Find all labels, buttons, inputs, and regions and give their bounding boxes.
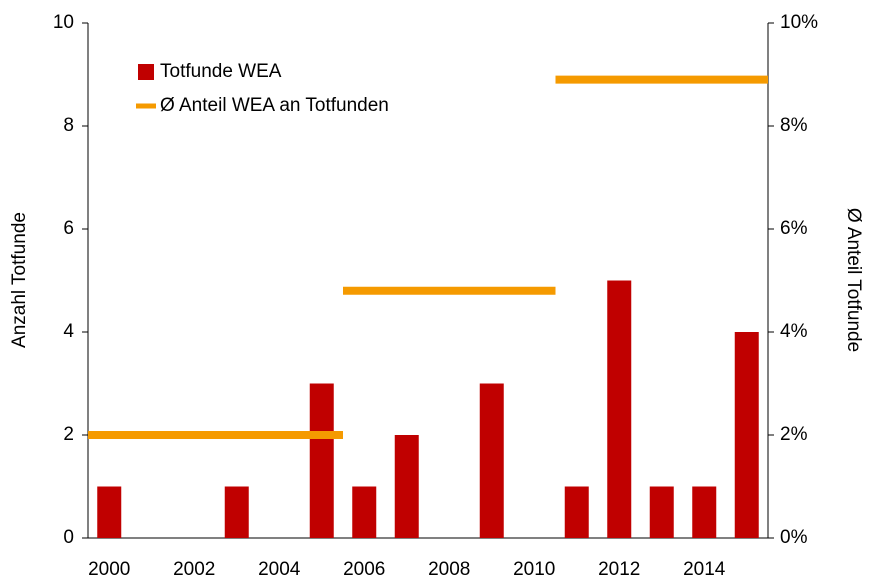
bar	[649, 486, 674, 538]
bar	[309, 383, 334, 538]
legend-swatch	[138, 64, 154, 80]
bar	[607, 280, 632, 538]
x-tick-label: 2008	[428, 559, 470, 580]
y2-tick-label: 10%	[780, 12, 818, 33]
x-tick-label: 2014	[683, 559, 726, 580]
y-tick-label: 8	[63, 115, 74, 136]
y2-tick-label: 4%	[780, 321, 808, 342]
y2-tick-label: 2%	[780, 424, 808, 445]
y-tick-label: 0	[63, 527, 74, 548]
x-tick-label: 2006	[343, 559, 385, 580]
legend-label: Ø Anteil WEA an Totfunden	[160, 95, 389, 116]
bar	[394, 435, 419, 538]
y-tick-label: 4	[63, 321, 74, 342]
bar	[734, 332, 759, 538]
x-tick-label: 2012	[598, 559, 640, 580]
bar	[97, 486, 122, 538]
bar	[224, 486, 249, 538]
y2-tick-label: 0%	[780, 527, 808, 548]
y2-tick-label: 8%	[780, 115, 808, 136]
y2-axis-title: Ø Anteil Totfunde	[843, 208, 864, 352]
x-tick-label: 2002	[173, 559, 215, 580]
bar	[479, 383, 504, 538]
bar	[564, 486, 589, 538]
x-tick-label: 2000	[88, 559, 130, 580]
x-tick-label: 2010	[513, 559, 555, 580]
y-tick-label: 6	[63, 218, 74, 239]
y-tick-label: 10	[53, 12, 74, 33]
y-axis-title: Anzahl Totfunde	[9, 212, 30, 348]
y-tick-label: 2	[63, 424, 74, 445]
y2-tick-label: 6%	[780, 218, 808, 239]
legend-label: Totfunde WEA	[160, 61, 282, 82]
bar	[352, 486, 377, 538]
x-tick-label: 2004	[258, 559, 301, 580]
bar	[692, 486, 717, 538]
